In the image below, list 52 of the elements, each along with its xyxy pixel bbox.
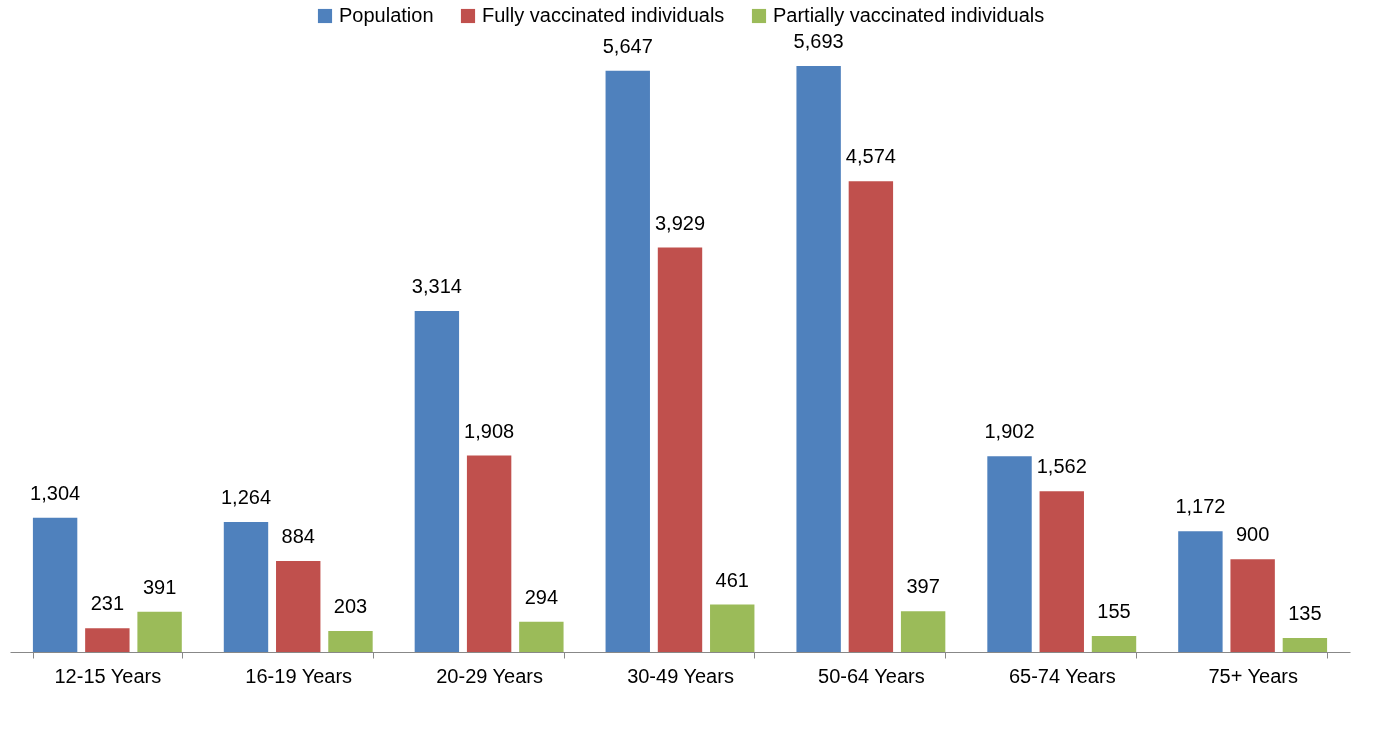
bar <box>276 561 321 652</box>
data-label: 231 <box>90 592 125 615</box>
bar <box>32 517 78 652</box>
data-label: 3,314 <box>411 274 462 297</box>
data-label: 884 <box>281 525 315 548</box>
bar <box>710 604 755 652</box>
data-label: 1,172 <box>1175 495 1226 518</box>
legend-label: Partially vaccinated individuals <box>773 4 1045 26</box>
data-label: 1,908 <box>464 419 515 442</box>
data-label: 155 <box>1097 600 1131 623</box>
bar <box>1091 636 1137 652</box>
x-tick-label: 20-29 Years <box>436 664 543 687</box>
data-label: 5,693 <box>793 30 844 52</box>
x-tick-label: 12-15 Years <box>54 664 162 687</box>
legend-label: Fully vaccinated individuals <box>482 4 725 26</box>
bar <box>85 628 130 652</box>
bar <box>1178 531 1223 652</box>
data-label: 1,304 <box>30 481 81 504</box>
bar <box>657 247 703 652</box>
data-label: 397 <box>906 575 940 598</box>
x-tick-label: 65-74 Years <box>1008 664 1116 687</box>
data-label: 5,647 <box>602 34 653 57</box>
data-label: 4,574 <box>845 145 896 168</box>
x-tick-label: 50-64 Years <box>818 664 925 687</box>
bar <box>796 66 841 652</box>
bar <box>519 621 564 652</box>
bar <box>900 611 946 652</box>
bar <box>848 181 894 652</box>
bar <box>466 455 512 652</box>
legend-label: Population <box>339 4 434 26</box>
data-label: 1,562 <box>1036 455 1087 478</box>
bar <box>605 70 650 652</box>
data-label: 1,264 <box>220 485 272 508</box>
bar <box>414 310 460 652</box>
data-label: 391 <box>142 575 177 598</box>
bar <box>987 456 1032 652</box>
x-tick-label: 16-19 Years <box>245 664 353 687</box>
data-label: 294 <box>524 585 559 608</box>
data-label: 135 <box>1288 602 1322 625</box>
data-label: 3,929 <box>654 211 706 234</box>
data-label: 1,902 <box>984 420 1035 443</box>
x-tick-label: 30-49 Years <box>627 664 734 687</box>
bar <box>328 631 373 652</box>
data-label: 203 <box>333 595 368 618</box>
bar <box>137 611 182 652</box>
bar <box>223 521 269 652</box>
x-tick-label: 75+ Years <box>1208 664 1298 687</box>
bar <box>1230 559 1275 652</box>
bar <box>1039 491 1084 652</box>
bar <box>1282 638 1328 652</box>
data-label: 461 <box>715 568 749 591</box>
data-label: 900 <box>1235 523 1270 546</box>
